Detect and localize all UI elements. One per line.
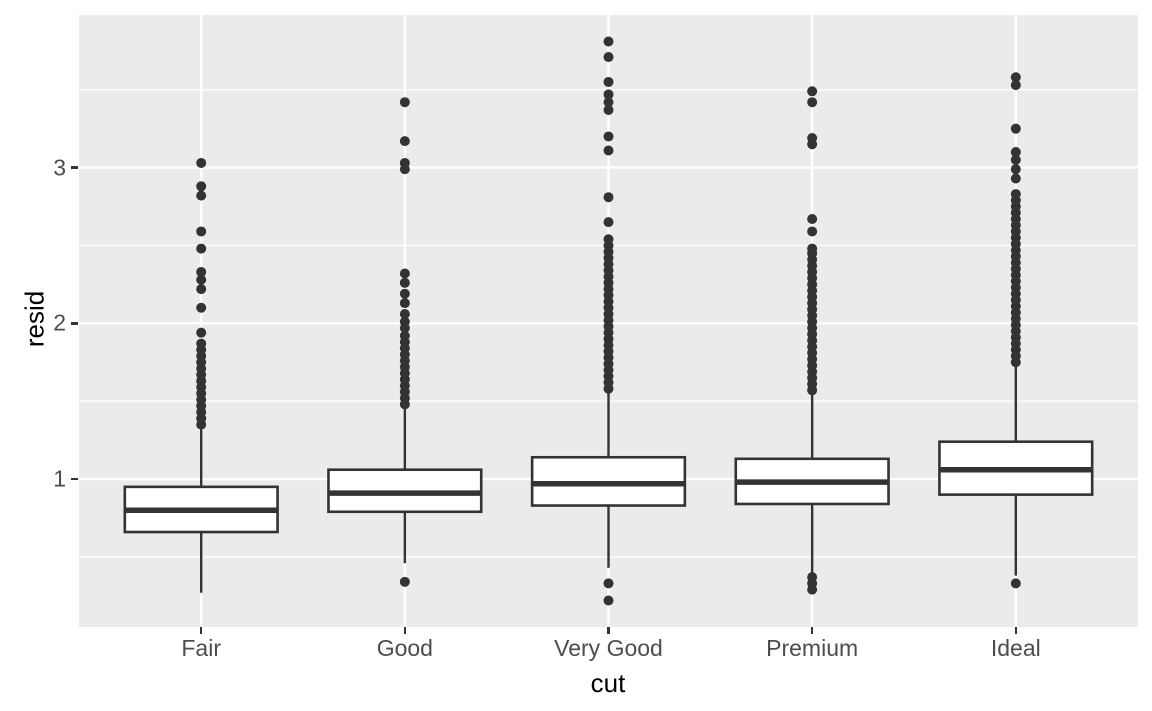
boxplot-chart-svg bbox=[79, 15, 1138, 627]
outlier-dot bbox=[1010, 154, 1021, 165]
y-axis-title: resid bbox=[19, 290, 50, 348]
outlier-dot bbox=[603, 104, 614, 115]
outlier-dot bbox=[1010, 147, 1021, 158]
outlier-dot bbox=[196, 181, 207, 192]
outlier-dot bbox=[807, 584, 818, 595]
outlier-dot bbox=[399, 308, 410, 319]
x-tick-label: Ideal bbox=[990, 635, 1041, 661]
outlier-dot bbox=[196, 190, 207, 201]
outlier-dot bbox=[1010, 72, 1021, 83]
outlier-dot bbox=[807, 243, 818, 254]
outlier-dot bbox=[603, 234, 614, 245]
y-tick-label: 2 bbox=[53, 309, 66, 336]
x-tick-label: Premium bbox=[766, 635, 859, 661]
outlier-dot bbox=[807, 86, 818, 97]
outlier-dot bbox=[399, 136, 410, 147]
boxplot-fair bbox=[123, 157, 279, 593]
boxplot-very-good bbox=[530, 36, 687, 606]
outlier-dot bbox=[1010, 578, 1021, 589]
outlier-dot bbox=[196, 274, 207, 285]
x-tick-mark bbox=[607, 627, 610, 634]
outlier-dot bbox=[603, 217, 614, 228]
x-axis-title: cut bbox=[590, 668, 626, 698]
plot-panel bbox=[79, 15, 1138, 627]
y-tick-mark bbox=[71, 166, 78, 169]
outlier-dot bbox=[399, 277, 410, 288]
outlier-dot bbox=[196, 284, 207, 295]
outlier-dot bbox=[399, 330, 410, 341]
x-tick-mark bbox=[810, 627, 814, 634]
outlier-dot bbox=[603, 36, 614, 47]
outlier-dot bbox=[603, 131, 614, 142]
outlier-dot bbox=[196, 338, 207, 349]
outlier-dot bbox=[1010, 164, 1021, 175]
outlier-dot bbox=[603, 52, 614, 63]
outlier-dot bbox=[603, 145, 614, 156]
y-tick-mark bbox=[71, 322, 78, 325]
outlier-dot bbox=[399, 298, 410, 309]
boxplot-premium bbox=[734, 86, 890, 595]
outlier-dot bbox=[399, 288, 410, 299]
outlier-dot bbox=[399, 576, 410, 587]
outlier-dot bbox=[603, 192, 614, 203]
outlier-dot bbox=[807, 133, 818, 144]
outlier-dot bbox=[1010, 173, 1021, 184]
outlier-dot bbox=[603, 76, 614, 87]
x-tick-mark bbox=[403, 627, 407, 634]
boxplot-ideal bbox=[938, 72, 1094, 589]
outlier-dot bbox=[196, 327, 207, 338]
outlier-dot bbox=[807, 226, 818, 237]
x-tick-label: Good bbox=[376, 635, 433, 661]
x-tick-label: Very Good bbox=[554, 635, 663, 661]
x-tick-mark bbox=[1014, 627, 1018, 634]
outlier-dot bbox=[1010, 80, 1021, 91]
outlier-dot bbox=[603, 578, 614, 589]
outlier-dot bbox=[196, 157, 207, 168]
outlier-dot bbox=[603, 97, 614, 108]
boxplot-good bbox=[327, 97, 483, 587]
outlier-dot bbox=[1010, 123, 1021, 134]
outlier-dot bbox=[603, 89, 614, 100]
y-tick-label: 1 bbox=[53, 465, 66, 492]
y-tick-label: 3 bbox=[53, 154, 66, 181]
x-tick-mark bbox=[199, 627, 203, 634]
outlier-dot bbox=[1010, 189, 1021, 200]
outlier-dot bbox=[399, 97, 410, 108]
outlier-dot bbox=[399, 316, 410, 327]
outlier-dot bbox=[196, 226, 207, 237]
outlier-dot bbox=[399, 157, 410, 168]
x-tick-label: Fair bbox=[181, 635, 221, 661]
y-tick-mark bbox=[71, 477, 78, 481]
outlier-dot bbox=[603, 595, 614, 606]
outlier-dot bbox=[807, 214, 818, 224]
outlier-dot bbox=[196, 243, 207, 254]
outlier-dot bbox=[196, 266, 207, 277]
outlier-dot bbox=[196, 302, 207, 313]
outlier-dot bbox=[807, 97, 818, 108]
outlier-dot bbox=[399, 268, 410, 279]
